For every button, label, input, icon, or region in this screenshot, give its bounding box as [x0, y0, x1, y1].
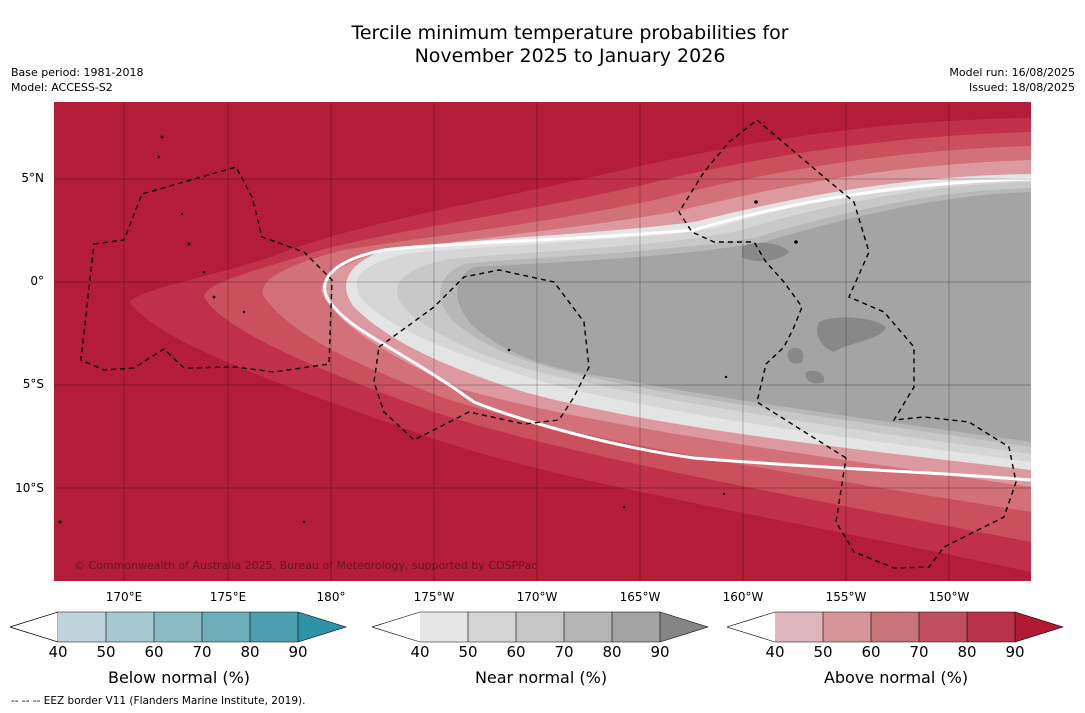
graticule [54, 102, 1031, 581]
title-line-1: Tercile minimum temperature probabilitie… [351, 22, 789, 44]
islands [58, 135, 798, 524]
below-tick-90: 90 [288, 643, 308, 661]
lon-label-175e: 175°E [209, 590, 247, 604]
near-tick-80: 80 [602, 643, 622, 661]
below-normal-title: Below normal (%) [107, 668, 251, 687]
copyright-notice: © Commonwealth of Australia 2025, Bureau… [74, 559, 538, 572]
near-tick-50: 50 [458, 643, 478, 661]
above-60-70-swatch [871, 612, 919, 642]
below-50-60-swatch [106, 612, 154, 642]
title-line-2: November 2025 to January 2026 [414, 45, 726, 67]
near-90-region-1 [742, 242, 789, 262]
above-gt90-swatch [1015, 612, 1063, 642]
below-tick-40: 40 [48, 643, 68, 661]
lon-label-150w: 150°W [928, 590, 970, 604]
lat-label-10s: 10°S [15, 481, 44, 495]
above-40-50-swatch [775, 612, 823, 642]
lat-label-0: 0° [30, 274, 44, 288]
below-lt40-swatch [10, 611, 59, 643]
colorbar-near-normal [372, 611, 710, 643]
near-normal-title: Near normal (%) [474, 668, 608, 687]
near-60-70-swatch [516, 612, 564, 642]
near-90-region-3 [787, 347, 804, 364]
above-tick-90: 90 [1005, 643, 1025, 661]
lon-label-165w: 165°W [619, 590, 661, 604]
below-gt90-swatch [298, 612, 346, 642]
above-80-90-swatch [967, 612, 1015, 642]
eez-borders [80, 119, 1017, 569]
near-gt90-swatch [660, 612, 708, 642]
below-80-90-swatch [250, 612, 298, 642]
below-tick-70: 70 [192, 643, 212, 661]
near-70-80-swatch [564, 612, 612, 642]
near-tick-90: 90 [650, 643, 670, 661]
above-normal-title: Above normal (%) [823, 668, 969, 687]
eez-footnote: -- -- -- EEZ border V11 (Flanders Marine… [11, 695, 306, 707]
near-tick-70: 70 [554, 643, 574, 661]
near-80-90-swatch [612, 612, 660, 642]
probability-map [54, 102, 1031, 581]
above-tick-50: 50 [813, 643, 833, 661]
above-70-80-swatch [919, 612, 967, 642]
near-80-region [457, 192, 1031, 442]
near-tick-40: 40 [410, 643, 430, 661]
above-tick-70: 70 [909, 643, 929, 661]
near-90-region-4 [805, 370, 825, 384]
below-tick-50: 50 [96, 643, 116, 661]
below-tick-80: 80 [240, 643, 260, 661]
above-50-60-swatch [823, 612, 871, 642]
lon-label-180: 180° [316, 590, 346, 604]
lon-label-175w: 175°W [413, 590, 455, 604]
meta-left: Base period: 1981-2018 Model: ACCESS-S2 [11, 65, 143, 95]
model-run: Model run: 16/08/2025 [949, 66, 1075, 79]
meta-right: Model run: 16/08/2025 Issued: 18/08/2025 [949, 65, 1075, 95]
lon-label-155w: 155°W [825, 590, 867, 604]
below-tick-60: 60 [144, 643, 164, 661]
near-lt40-swatch [372, 612, 420, 642]
model-name: Model: ACCESS-S2 [11, 81, 113, 94]
near-90-region-2 [817, 317, 886, 352]
below-70-80-swatch [202, 612, 250, 642]
above-lt40-swatch [727, 612, 775, 642]
chart-title: Tercile minimum temperature probabilitie… [0, 22, 1085, 68]
issued-date: Issued: 18/08/2025 [968, 81, 1075, 94]
lon-label-170w: 170°W [516, 590, 558, 604]
probability-boundary [323, 177, 1031, 482]
below-40-50-swatch [58, 612, 106, 642]
base-period: Base period: 1981-2018 [11, 66, 144, 79]
lon-label-170e: 170°E [105, 590, 143, 604]
near-tick-60: 60 [506, 643, 526, 661]
above-tick-80: 80 [957, 643, 977, 661]
near-40-50-swatch [420, 612, 468, 642]
lon-label-160w: 160°W [722, 590, 764, 604]
above-tick-40: 40 [765, 643, 785, 661]
colorbar-above-normal [727, 611, 1065, 643]
above-tick-60: 60 [861, 643, 881, 661]
near-50-60-swatch [468, 612, 516, 642]
below-60-70-swatch [154, 612, 202, 642]
lat-label-5n: 5°N [21, 171, 44, 185]
lat-label-5s: 5°S [22, 377, 44, 391]
colorbar-below-normal [10, 611, 348, 643]
